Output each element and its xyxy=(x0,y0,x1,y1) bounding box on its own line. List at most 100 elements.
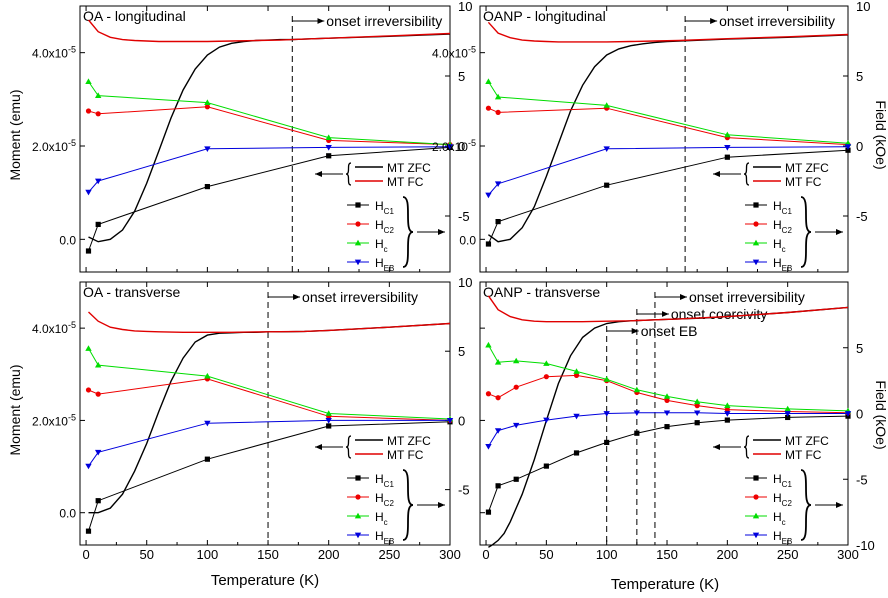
legend-marker xyxy=(355,475,361,481)
legend-marker xyxy=(753,221,759,227)
legend-label: MT FC xyxy=(785,448,822,462)
data-point xyxy=(494,359,502,365)
legend-marker xyxy=(753,494,759,500)
y2-tick-label: 5 xyxy=(856,69,863,84)
x-tick-label: 50 xyxy=(539,547,553,562)
data-point xyxy=(326,153,332,159)
left-axis-title: Moment (emu) xyxy=(7,89,23,180)
legend-marker xyxy=(355,221,361,227)
legend-brace xyxy=(345,162,352,186)
data-point xyxy=(724,154,730,160)
onset-label: onset irreversibility xyxy=(326,13,442,29)
x-tick-label: 250 xyxy=(378,547,400,562)
onset-label: onset irreversibility xyxy=(689,289,805,305)
data-point xyxy=(94,361,102,368)
data-point xyxy=(633,386,641,393)
legend-label: MT FC xyxy=(785,175,822,189)
data-point xyxy=(485,105,492,111)
data-point xyxy=(485,391,492,397)
legend-label: HC1 xyxy=(375,199,394,216)
data-point xyxy=(543,360,550,366)
onset-label: onset coercivity xyxy=(671,306,767,322)
left-axis-title: Moment (emu) xyxy=(7,364,23,455)
x-tick-label: 300 xyxy=(439,547,461,562)
y-tick-label: 0.0 xyxy=(59,233,76,247)
data-point xyxy=(494,181,502,187)
data-point xyxy=(784,411,791,417)
data-point xyxy=(604,439,610,446)
legend-brace xyxy=(345,435,352,459)
panel-title: OA - transverse xyxy=(83,284,180,300)
series-line xyxy=(88,106,451,146)
legend-marker xyxy=(752,512,760,519)
data-point xyxy=(604,182,610,188)
data-point xyxy=(512,422,520,429)
data-point xyxy=(634,430,640,436)
data-point xyxy=(573,372,580,378)
x-tick-label: 300 xyxy=(837,547,859,562)
data-point xyxy=(495,109,501,115)
y2-tick-label: -5 xyxy=(458,209,470,224)
data-point xyxy=(485,509,492,515)
onset-label: onset irreversibility xyxy=(719,13,835,29)
data-point xyxy=(204,372,211,379)
data-point xyxy=(446,418,454,424)
data-point xyxy=(724,406,730,413)
legend-label: HC2 xyxy=(773,218,792,235)
data-point xyxy=(724,131,731,138)
plot-frame xyxy=(79,281,451,546)
legend-label: MT ZFC xyxy=(785,434,829,448)
data-point xyxy=(573,368,580,374)
legend-label: Hc xyxy=(773,237,786,254)
data-point xyxy=(485,78,492,84)
legend-label: MT ZFC xyxy=(785,161,829,175)
y2-tick-label: 0 xyxy=(458,139,465,154)
legend-label: HC1 xyxy=(375,472,394,489)
y-tick-label: 2.0x10-5 xyxy=(32,138,76,154)
y2-tick-label: 5 xyxy=(458,344,465,359)
y2-tick-label: 0 xyxy=(856,407,863,422)
series-line xyxy=(87,19,451,43)
data-point xyxy=(85,528,92,534)
x-tick-label: 200 xyxy=(318,547,340,562)
data-point xyxy=(485,341,492,348)
data-point xyxy=(85,387,92,393)
data-point xyxy=(513,384,519,390)
legend-marker xyxy=(752,259,760,266)
chart-panel: 0 50 100 150 200 250 300-10 -5 0 5 OANP - transver… xyxy=(479,281,875,562)
legend-brace xyxy=(800,196,812,268)
data-point xyxy=(784,405,791,412)
data-point xyxy=(844,140,852,146)
chart-panel: 0.0 2.0x10-5 4.0x10-5 -5 0 5 10 OA - longitudin… xyxy=(32,0,473,273)
legend-label: MT FC xyxy=(387,448,424,462)
y2-tick-label: -5 xyxy=(458,483,470,498)
data-point xyxy=(494,428,502,434)
x-tick-label: 150 xyxy=(656,547,678,562)
data-point xyxy=(94,178,102,185)
x-tick-label: 0 xyxy=(482,547,489,562)
series-line xyxy=(487,412,848,447)
onset-label: onset irreversibility xyxy=(302,289,418,305)
legend-marker xyxy=(752,239,760,246)
series-line xyxy=(487,344,849,412)
x-tick-label: 150 xyxy=(257,547,279,562)
data-point xyxy=(204,99,211,105)
legend-marker xyxy=(355,202,361,208)
data-point xyxy=(95,221,101,227)
series-line xyxy=(88,81,451,146)
chart-panel: 0.0 2.0x10-5 4.0x10-5 -5 0 5 10 OANP - longitud… xyxy=(432,0,871,273)
data-point xyxy=(85,248,92,254)
plot-frame xyxy=(479,5,849,273)
x-axis-title: Temperature (K) xyxy=(611,576,719,593)
data-point xyxy=(495,483,501,489)
data-point xyxy=(724,417,730,423)
data-point xyxy=(543,463,549,469)
legend-marker xyxy=(752,532,760,539)
legend-brace xyxy=(402,196,414,268)
legend-marker xyxy=(354,239,362,246)
data-point xyxy=(844,411,852,417)
x-tick-label: 100 xyxy=(596,547,618,562)
data-point xyxy=(326,423,332,429)
legend-brace xyxy=(402,469,414,541)
